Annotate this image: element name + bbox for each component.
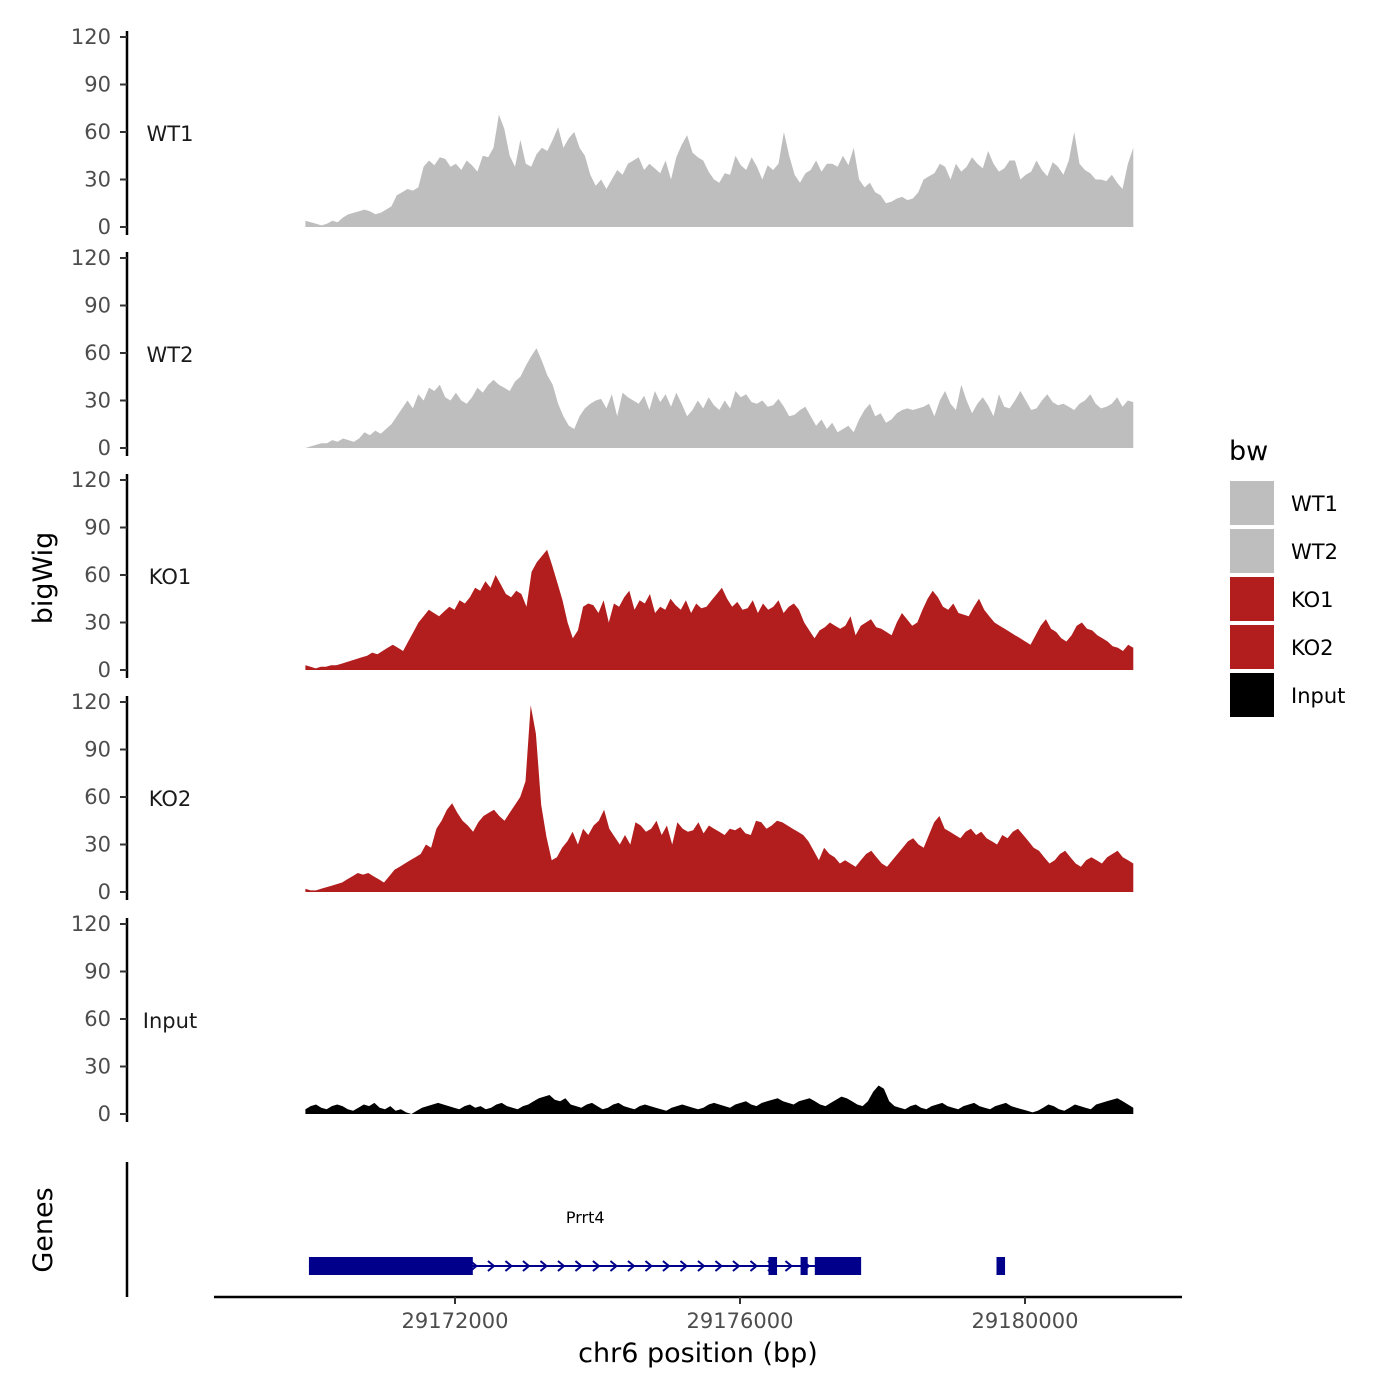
y-tick-label: 90 bbox=[84, 73, 111, 97]
gene-exon bbox=[308, 1257, 473, 1275]
gene-name-label: Prrt4 bbox=[566, 1208, 605, 1227]
legend-label: Input bbox=[1291, 684, 1345, 708]
x-tick-label: 29180000 bbox=[972, 1309, 1079, 1333]
y-tick-label: 120 bbox=[71, 25, 111, 49]
strand-arrow bbox=[522, 1260, 531, 1272]
legend-label: WT1 bbox=[1291, 492, 1338, 516]
strand-arrow bbox=[732, 1260, 741, 1272]
coverage-tracks: 0306090120WT10306090120WT20306090120KO10… bbox=[71, 25, 1134, 1126]
track-input: 0 30 60 90 120 Input bbox=[71, 912, 1134, 1126]
strand-arrow bbox=[679, 1260, 688, 1272]
y-tick-label: 30 bbox=[84, 389, 111, 413]
y-tick-label: 60 bbox=[84, 1007, 111, 1031]
strand-arrow bbox=[592, 1260, 601, 1272]
y-tick-label: 0 bbox=[98, 1102, 111, 1126]
legend-swatch bbox=[1230, 673, 1274, 717]
y-tick-label: 60 bbox=[84, 563, 111, 587]
y-tick-label: 120 bbox=[71, 912, 111, 936]
y-tick-label: 0 bbox=[98, 215, 111, 239]
legend-item-wt1: WT1 bbox=[1230, 481, 1338, 525]
x-tick-label: 29176000 bbox=[687, 1309, 794, 1333]
legend-label: KO2 bbox=[1291, 636, 1334, 660]
y-tick-label: 0 bbox=[98, 436, 111, 460]
x-axis-title: chr6 position (bp) bbox=[578, 1338, 818, 1369]
legend-swatch bbox=[1230, 481, 1274, 525]
coverage-area-ko1 bbox=[305, 549, 1134, 670]
track-wt1: 0 30 60 90 120 WT1 bbox=[71, 25, 1134, 239]
strand-arrow bbox=[539, 1260, 548, 1272]
y-tick-label: 0 bbox=[98, 880, 111, 904]
y-tick-label: 60 bbox=[84, 341, 111, 365]
track-ko2: 0 30 60 90 120 KO2 bbox=[71, 690, 1134, 904]
strand-arrow bbox=[487, 1260, 496, 1272]
track-label: KO2 bbox=[149, 787, 192, 811]
strand-arrow bbox=[749, 1260, 758, 1272]
y-tick-label: 30 bbox=[84, 611, 111, 635]
y-tick-label: 90 bbox=[84, 516, 111, 540]
track-label: WT1 bbox=[147, 122, 194, 146]
y-tick-label: 120 bbox=[71, 690, 111, 714]
strand-arrow bbox=[557, 1260, 566, 1272]
y-tick-label: 30 bbox=[84, 833, 111, 857]
coverage-area-input bbox=[305, 1085, 1134, 1114]
track-ko1: 0 30 60 90 120 KO1 bbox=[71, 468, 1134, 682]
strand-arrow bbox=[644, 1260, 653, 1272]
gene-model: Prrt4 bbox=[308, 1208, 1006, 1275]
strand-arrow bbox=[714, 1260, 723, 1272]
track-label: WT2 bbox=[147, 343, 194, 367]
y-tick-label: 60 bbox=[84, 785, 111, 809]
legend-swatch bbox=[1230, 625, 1274, 669]
y-tick-label: 90 bbox=[84, 294, 111, 318]
gene-track: Prrt4 bbox=[125, 1162, 1006, 1297]
strand-arrow bbox=[609, 1260, 618, 1272]
legend-item-ko1: KO1 bbox=[1230, 577, 1334, 621]
gene-exon bbox=[800, 1257, 808, 1275]
x-axis: 29172000 29176000 29180000 bbox=[214, 1295, 1182, 1333]
legend-swatch bbox=[1230, 529, 1274, 573]
strand-arrow bbox=[574, 1260, 583, 1272]
gene-exon bbox=[814, 1257, 862, 1275]
legend-swatch bbox=[1230, 577, 1274, 621]
y-tick-label: 30 bbox=[84, 168, 111, 192]
gene-exon bbox=[996, 1257, 1006, 1275]
strand-arrow bbox=[662, 1260, 671, 1272]
coverage-area-wt1 bbox=[305, 114, 1134, 227]
y-axis-title-genes: Genes bbox=[28, 1187, 59, 1272]
y-tick-label: 120 bbox=[71, 246, 111, 270]
y-tick-label: 0 bbox=[98, 658, 111, 682]
y-tick-label: 90 bbox=[84, 960, 111, 984]
coverage-area-wt2 bbox=[305, 348, 1134, 448]
x-tick-label: 29172000 bbox=[402, 1309, 509, 1333]
legend-title: bw bbox=[1229, 436, 1268, 467]
track-label: Input bbox=[143, 1009, 197, 1033]
legend-label: WT2 bbox=[1291, 540, 1338, 564]
track-label: KO1 bbox=[149, 565, 192, 589]
y-axis-title-bigwig: bigWig bbox=[28, 532, 59, 625]
legend-label: KO1 bbox=[1291, 588, 1334, 612]
y-tick-label: 90 bbox=[84, 738, 111, 762]
strand-arrow bbox=[504, 1260, 513, 1272]
legend-item-wt2: WT2 bbox=[1230, 529, 1338, 573]
strand-arrow bbox=[784, 1260, 793, 1272]
legend-item-input: Input bbox=[1230, 673, 1345, 717]
strand-arrow bbox=[627, 1260, 636, 1272]
legend-item-ko2: KO2 bbox=[1230, 625, 1334, 669]
legend: bw WT1 WT2 KO1 KO2 Input bbox=[1229, 436, 1345, 717]
gene-exon bbox=[768, 1257, 778, 1275]
strand-arrow bbox=[697, 1260, 706, 1272]
y-tick-label: 120 bbox=[71, 468, 111, 492]
y-tick-label: 60 bbox=[84, 120, 111, 144]
coverage-area-ko2 bbox=[305, 705, 1134, 892]
y-tick-label: 30 bbox=[84, 1055, 111, 1079]
track-wt2: 0 30 60 90 120 WT2 bbox=[71, 246, 1134, 460]
